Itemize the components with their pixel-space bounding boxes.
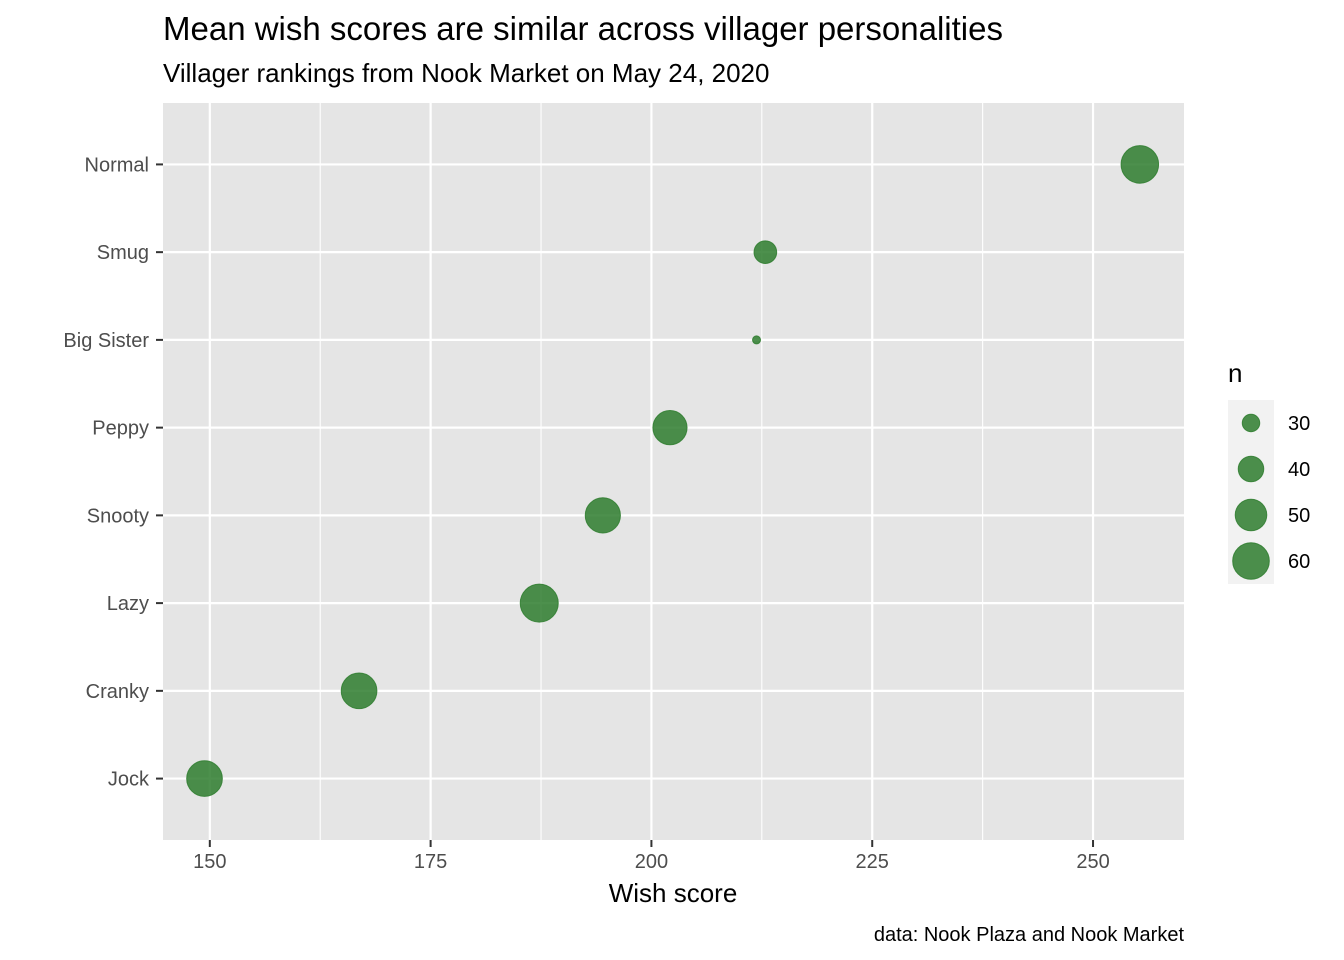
data-point-peppy [652,410,688,446]
legend-title: n [1228,358,1242,388]
legend-label: 60 [1288,551,1310,573]
y-axis: Jock Cranky Lazy Snooty Peppy Big Sister Smug N… [63,154,163,791]
legend-key-50 [1234,498,1268,532]
size-legend: n 30 40 50 60 [1228,358,1310,584]
x-tick-label: 250 [1076,851,1109,873]
x-tick-label: 200 [635,851,668,873]
x-axis: 150 175 200 225 250 [193,840,1110,873]
minor-gridlines [319,103,984,840]
y-tick-label: Normal [85,154,149,176]
data-point-normal [1120,145,1160,184]
data-point-snooty [584,497,621,534]
x-tick-label: 150 [193,851,226,873]
legend-label: 30 [1288,413,1310,435]
y-tick-label: Peppy [92,418,149,440]
data-point-smug [753,240,778,264]
legend-label: 50 [1288,505,1310,527]
x-tick-label: 225 [856,851,889,873]
y-tick-label: Big Sister [63,330,149,352]
legend-key-30 [1241,413,1261,433]
chart-subtitle: Villager rankings from Nook Market on Ma… [163,58,769,88]
y-tick-label: Cranky [86,681,149,703]
data-point-jock [186,760,223,797]
legend-key-60 [1232,542,1270,580]
legend-key-40 [1237,455,1265,483]
chart-title: Mean wish scores are similar across vill… [163,10,1003,47]
data-point-lazy [519,583,559,623]
x-axis-title: Wish score [609,878,738,908]
chart-caption: data: Nook Plaza and Nook Market [874,924,1185,946]
data-points [186,145,1160,797]
data-point-cranky [340,672,378,710]
y-tick-label: Lazy [107,593,149,615]
legend-label: 40 [1288,459,1310,481]
data-point-big-sister [752,335,762,345]
y-tick-label: Snooty [87,505,149,527]
y-tick-label: Smug [97,242,149,264]
x-tick-label: 175 [414,851,447,873]
plot-panel [163,103,1184,840]
y-tick-label: Jock [108,769,150,791]
